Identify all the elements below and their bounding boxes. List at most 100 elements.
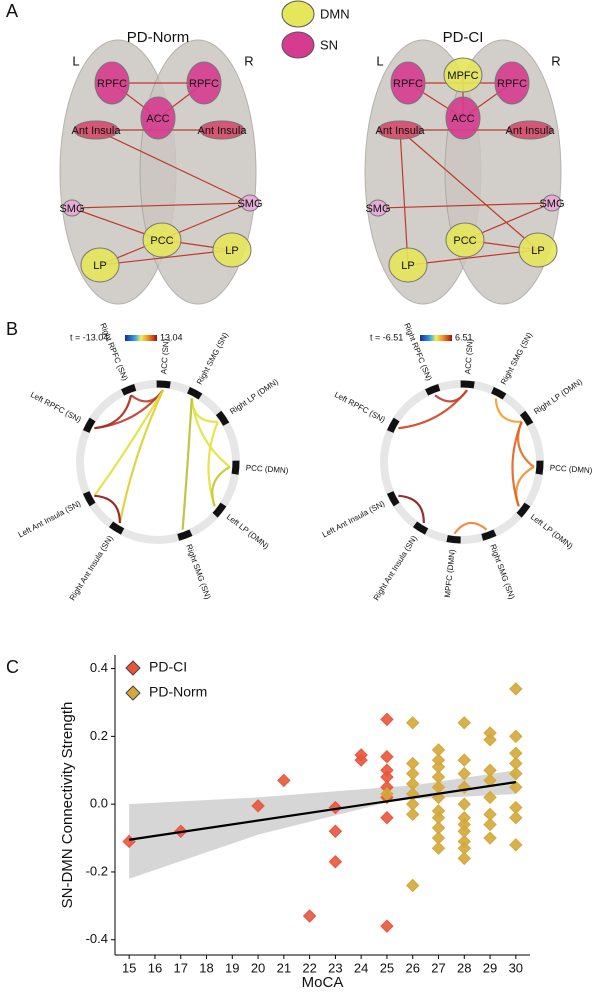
node-label: Right SMG (SN) — [195, 331, 230, 387]
node-arc — [215, 410, 230, 426]
x-tick-label: 28 — [457, 960, 471, 975]
node-arc — [187, 386, 203, 400]
data-point — [509, 682, 523, 696]
brain-title: PD-Norm — [127, 29, 190, 46]
data-point — [509, 780, 523, 794]
node-arc — [460, 380, 475, 389]
color-scale — [420, 335, 452, 341]
region-node — [542, 194, 562, 212]
region-label: ACC — [146, 113, 169, 125]
brain-title: PD-CI — [443, 29, 484, 46]
ring — [380, 380, 544, 544]
y-tick-label: 0.0 — [90, 796, 108, 811]
ring — [76, 380, 240, 544]
region-node — [388, 247, 428, 283]
data-point — [328, 824, 343, 838]
data-point — [380, 787, 394, 801]
data-point — [406, 716, 420, 730]
scale-min-label: t = -6.51 — [370, 332, 403, 342]
legend-marker — [125, 660, 141, 676]
node-arc — [82, 491, 96, 507]
region-node — [94, 61, 130, 105]
panel-label: A — [6, 1, 18, 21]
region-label: Ant Insula — [376, 125, 426, 137]
region-label: SMG — [237, 198, 262, 210]
data-point — [509, 811, 523, 825]
connection — [99, 249, 233, 266]
data-point — [457, 753, 471, 767]
side-label: L — [72, 53, 79, 68]
region-node — [62, 199, 82, 217]
data-point — [509, 838, 523, 852]
color-scale — [125, 335, 157, 341]
data-point — [431, 841, 446, 855]
x-tick-label: 24 — [354, 960, 368, 975]
region-node — [80, 247, 120, 283]
chord — [94, 494, 121, 524]
node-label: PCC (DMN) — [549, 463, 593, 475]
node-arc — [121, 384, 137, 396]
chord — [511, 421, 523, 507]
region-label: Ant Insula — [506, 125, 556, 137]
region-node — [73, 120, 119, 140]
side-label: R — [244, 53, 253, 68]
side-label: L — [376, 53, 383, 68]
region-label: LP — [401, 260, 414, 272]
node-label: PCC (DMN) — [245, 463, 289, 475]
data-point — [380, 811, 394, 825]
data-point — [457, 716, 471, 730]
connection — [377, 202, 553, 209]
x-tick-label: 22 — [302, 960, 316, 975]
chord — [453, 521, 488, 535]
region-node — [240, 194, 260, 212]
node-label: Right LP (DMN) — [532, 377, 584, 416]
node-arc — [156, 380, 171, 389]
x-tick-label: 23 — [328, 960, 342, 975]
region-node — [368, 199, 388, 217]
node-label: Left LP (DMN) — [225, 512, 271, 551]
data-point — [483, 733, 497, 747]
region-node — [390, 61, 426, 105]
panel-label: C — [6, 657, 19, 677]
node-label: Left RPFC (SN) — [333, 390, 387, 424]
data-point — [457, 797, 471, 811]
chord — [93, 389, 164, 497]
connection — [71, 202, 251, 209]
side-label: R — [551, 53, 560, 68]
region-node — [142, 222, 182, 258]
node-label: MPFC (DMN) — [443, 549, 457, 598]
node-arc — [412, 521, 429, 535]
chord — [118, 389, 165, 524]
connection — [95, 129, 251, 204]
chord — [211, 466, 231, 507]
node-label: ACC (SN) — [159, 338, 170, 374]
data-point — [483, 817, 497, 832]
y-tick-label: -0.2 — [86, 863, 108, 878]
data-point — [509, 766, 523, 781]
region-label: PCC — [150, 235, 173, 247]
data-point — [277, 773, 291, 788]
node-arc — [516, 502, 531, 518]
node-arc — [386, 491, 400, 507]
region-node — [212, 232, 252, 268]
node-label: Right Ant Insula (SN) — [68, 534, 115, 602]
region-node — [518, 232, 558, 268]
legend-swatch — [281, 31, 315, 59]
region-node — [443, 57, 483, 93]
region-label: LP — [93, 260, 106, 272]
region-node — [377, 120, 423, 140]
region-label: SMG — [539, 198, 564, 210]
legend-label: PD-Norm — [149, 684, 207, 700]
region-label: SMG — [365, 203, 390, 215]
y-tick-label: -0.4 — [86, 931, 108, 946]
chord — [94, 395, 133, 430]
data-point — [457, 851, 471, 866]
region-label: RPFC — [393, 78, 423, 90]
node-label: Right RPFC (SN) — [402, 322, 433, 383]
region-node — [199, 120, 245, 140]
region-label: LP — [531, 245, 544, 257]
node-label: Right Ant Insula (SN) — [372, 534, 419, 602]
legend-label: DMN — [320, 6, 350, 21]
y-tick-label: 0.2 — [90, 728, 108, 743]
